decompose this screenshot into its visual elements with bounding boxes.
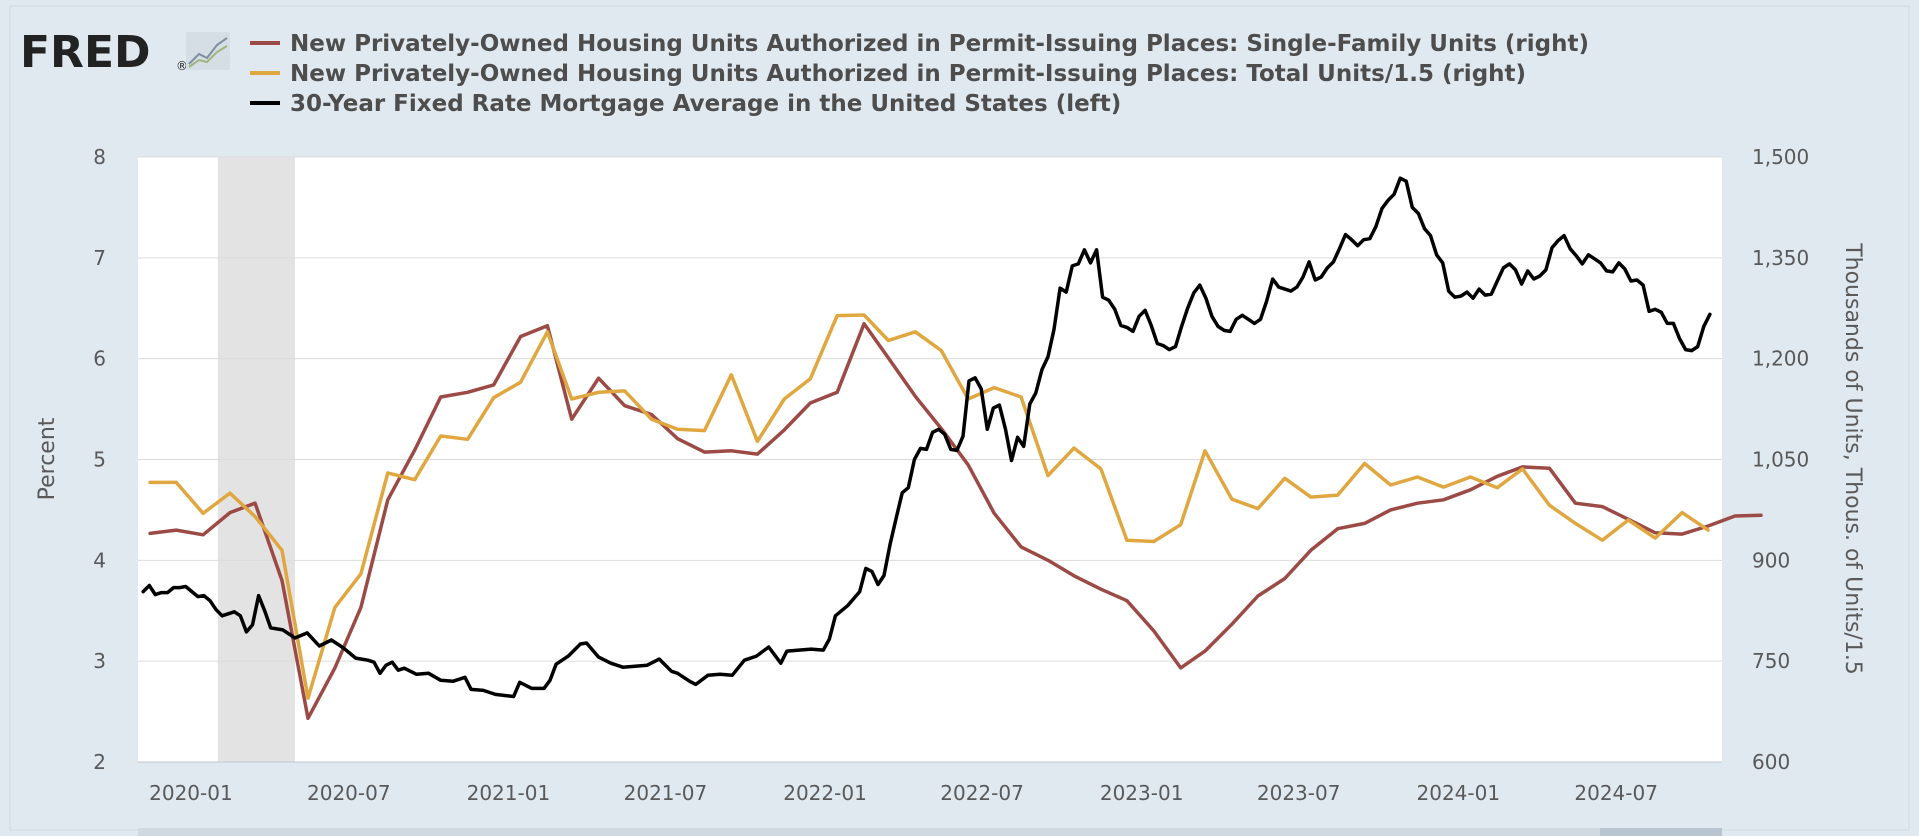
legend: New Privately-Owned Housing Units Author… bbox=[250, 31, 1589, 117]
legend-label-2: New Privately-Owned Housing Units Author… bbox=[290, 61, 1526, 87]
left-axis-title: Percent bbox=[35, 417, 60, 500]
left-tick-label: 7 bbox=[93, 246, 106, 270]
left-tick-label: 4 bbox=[93, 548, 106, 572]
right-tick-label: 900 bbox=[1752, 548, 1790, 572]
x-tick-label: 2022-07 bbox=[940, 781, 1024, 805]
fred-logo-text: FRED bbox=[20, 27, 151, 78]
left-tick-label: 8 bbox=[93, 145, 106, 169]
fred-logo-graph-icon bbox=[186, 32, 230, 70]
series-line-1 bbox=[148, 321, 1763, 721]
x-tick-label: 2024-01 bbox=[1417, 781, 1501, 805]
series-line-2 bbox=[148, 313, 1710, 700]
legend-label-1: New Privately-Owned Housing Units Author… bbox=[290, 31, 1589, 57]
x-tick-label: 2020-07 bbox=[307, 781, 391, 805]
right-tick-label: 1,500 bbox=[1752, 145, 1809, 169]
series-line-3 bbox=[141, 176, 1712, 699]
range-navigator-handle[interactable] bbox=[1600, 828, 1722, 836]
right-axis: 600 750 900 1,050 1,200 1,350 1,500 bbox=[1752, 145, 1809, 774]
x-tick-label: 2023-07 bbox=[1257, 781, 1341, 805]
left-tick-label: 3 bbox=[93, 649, 106, 673]
right-tick-label: 1,200 bbox=[1752, 347, 1809, 371]
registered-mark: ® bbox=[176, 59, 188, 73]
x-tick-label: 2022-01 bbox=[783, 781, 867, 805]
left-tick-label: 2 bbox=[93, 750, 106, 774]
x-tick-label: 2023-01 bbox=[1100, 781, 1184, 805]
left-axis: 2 3 4 5 6 7 8 bbox=[93, 145, 106, 774]
series-layer bbox=[141, 176, 1763, 721]
right-tick-label: 750 bbox=[1752, 649, 1790, 673]
x-tick-label: 2021-07 bbox=[624, 781, 708, 805]
legend-label-3: 30-Year Fixed Rate Mortgage Average in t… bbox=[290, 91, 1121, 117]
right-tick-label: 1,050 bbox=[1752, 448, 1809, 472]
range-navigator[interactable] bbox=[138, 828, 1722, 836]
x-tick-label: 2020-01 bbox=[149, 781, 233, 805]
right-axis-title: Thousands of Units, Thous. of Units/1.5 bbox=[1840, 242, 1865, 675]
left-tick-label: 5 bbox=[93, 448, 106, 472]
fred-logo[interactable]: FRED ® bbox=[20, 27, 230, 78]
x-tick-label: 2024-07 bbox=[1574, 781, 1658, 805]
x-tick-label: 2021-01 bbox=[467, 781, 551, 805]
right-tick-label: 600 bbox=[1752, 750, 1790, 774]
gridlines bbox=[138, 156, 1722, 763]
right-tick-label: 1,350 bbox=[1752, 246, 1809, 270]
x-axis: 2020-01 2020-07 2021-01 2021-07 2022-01 2022-… bbox=[149, 781, 1658, 805]
left-tick-label: 6 bbox=[93, 347, 106, 371]
